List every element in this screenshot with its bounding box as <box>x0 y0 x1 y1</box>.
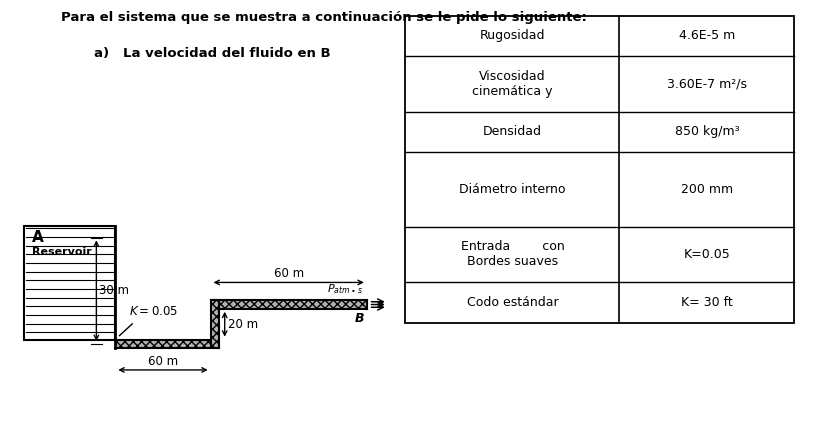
Text: 4.6E-5 m: 4.6E-5 m <box>679 29 735 42</box>
Text: Diámetro interno: Diámetro interno <box>459 183 566 196</box>
Text: 60 m: 60 m <box>148 355 178 368</box>
Text: Viscosidad
cinemática y: Viscosidad cinemática y <box>472 70 553 98</box>
Text: K= 30 ft: K= 30 ft <box>681 296 733 309</box>
Text: 60 m: 60 m <box>274 267 304 280</box>
Text: 3.60E-7 m²/s: 3.60E-7 m²/s <box>667 77 747 90</box>
Text: Entrada        con
Bordes suaves: Entrada con Bordes suaves <box>460 240 564 268</box>
Text: $K=0.05$: $K=0.05$ <box>129 305 178 318</box>
Text: 20 m: 20 m <box>228 318 258 331</box>
Text: Reservoir: Reservoir <box>32 247 92 257</box>
Text: B: B <box>355 312 364 325</box>
Text: Codo estándar: Codo estándar <box>467 296 559 309</box>
Text: 200 mm: 200 mm <box>681 183 733 196</box>
Bar <box>24 226 115 340</box>
Bar <box>210 300 219 348</box>
Text: 850 kg/m³: 850 kg/m³ <box>675 125 740 138</box>
Text: a)   La velocidad del fluido en B: a) La velocidad del fluido en B <box>94 47 331 60</box>
Text: Densidad: Densidad <box>483 125 542 138</box>
Text: A: A <box>32 230 43 245</box>
Text: Para el sistema que se muestra a continuación se le pide lo siguiente:: Para el sistema que se muestra a continu… <box>61 11 587 24</box>
Text: Rugosidad: Rugosidad <box>480 29 545 42</box>
Text: K=0.05: K=0.05 <box>684 248 731 261</box>
Bar <box>115 340 210 348</box>
Bar <box>210 300 367 309</box>
Text: $P_{atm\bullet s}$: $P_{atm\bullet s}$ <box>327 283 363 296</box>
Bar <box>405 16 794 323</box>
Text: 30 m: 30 m <box>99 284 129 297</box>
